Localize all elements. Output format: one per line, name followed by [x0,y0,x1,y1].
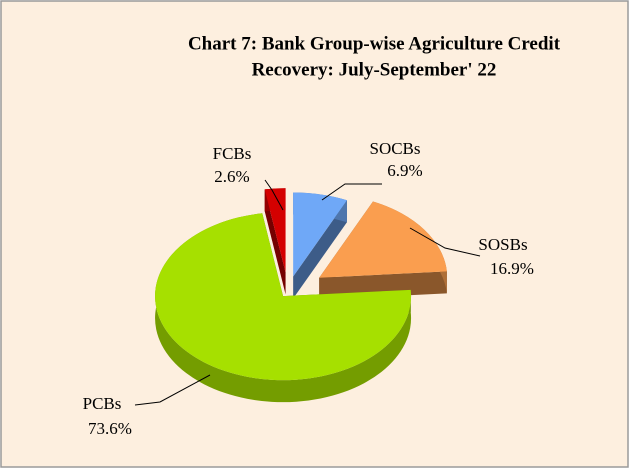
slice-side [264,189,286,295]
slice-group [155,213,412,403]
leader-line [264,179,284,211]
slice-side [319,271,447,300]
slice-value-label: 6.9% [387,161,422,180]
slice-label: PCBs [83,394,122,413]
slice-value-label: 73.6% [88,419,132,438]
slice-label: SOCBs [369,139,420,158]
slice-group [264,188,286,295]
slice-label: FCBs [213,144,252,163]
leader-line [321,183,382,201]
slice [293,192,347,277]
chart-subtitle: Recovery: July-September' 22 [252,59,497,80]
chart-title: Chart 7: Bank Group-wise Agriculture Cre… [188,33,561,54]
slice [319,201,447,278]
slice-side [293,200,347,299]
slice-value-label: 16.9% [490,259,534,278]
leader-line [409,227,481,257]
slice-group [293,192,347,299]
leader-line [134,374,211,406]
slice-value-label: 2.6% [214,167,249,186]
slice [264,188,286,273]
slice [155,213,412,381]
slice-group [319,201,447,300]
slice-label: SOSBs [478,235,527,254]
